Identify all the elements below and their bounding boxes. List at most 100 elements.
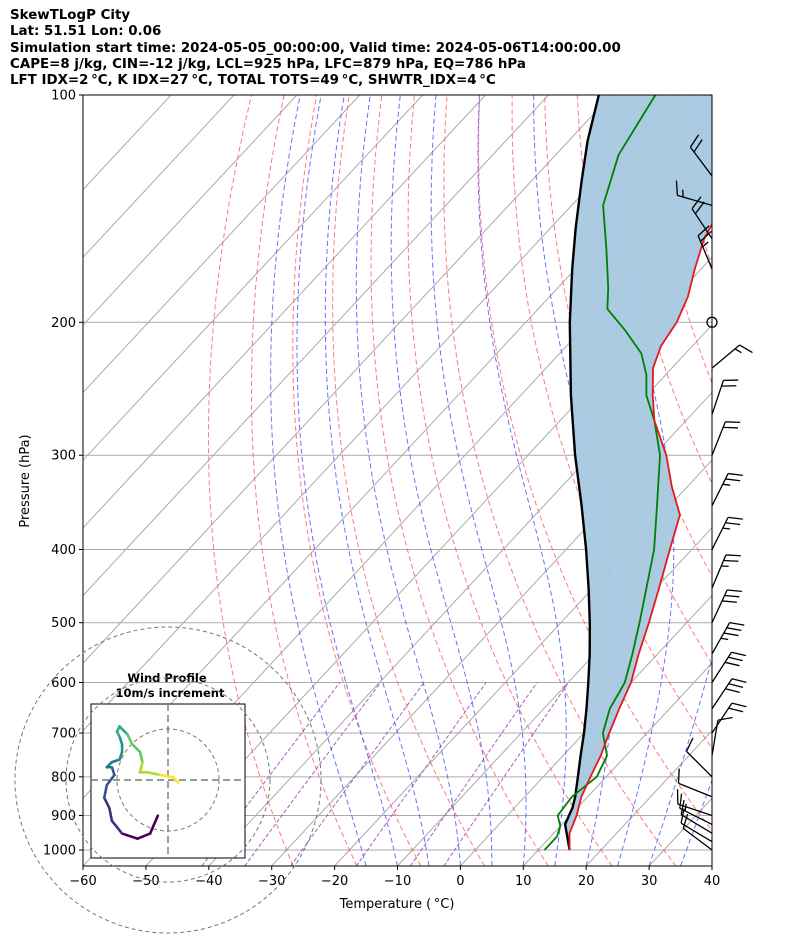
mixing-ratio-line [355,682,487,866]
hodograph-segment [136,832,152,840]
barb-flag [677,768,680,784]
mixing-ratio-line [409,682,538,866]
wind-barb [677,768,713,798]
barb-flag [724,661,740,667]
isotherm-line [83,95,423,461]
barb-half-flag [722,527,731,530]
hodograph-segment [110,819,124,835]
isotherm-line [83,95,298,326]
x-tick-label: −40 [195,874,222,889]
moist-adiabat [430,95,527,866]
barb-flag [689,134,700,148]
hodograph-ring [14,626,322,934]
y-tick-label: 700 [51,727,76,742]
barb-staff [711,651,733,683]
barb-flag [728,656,743,662]
wind-barb [689,134,713,177]
wind-barb [711,589,742,623]
temperature-line [568,222,712,851]
barb-half-flag [722,483,731,486]
moist-adiabat [477,95,567,866]
dry-adiabat [740,95,794,866]
y-axis-label: Pressure (hPa) [18,434,33,527]
barb-flag [731,651,747,657]
wind-barb [711,651,747,683]
hodograph-segment [102,783,109,800]
y-tick-label: 500 [51,616,76,631]
moist-adiabat [390,95,493,866]
hodograph-segment [110,758,121,764]
isotherm-line [83,95,361,394]
moist-adiabat [680,778,712,866]
barb-flag [685,737,694,752]
dry-adiabat [443,95,677,866]
wind-barb [711,516,743,550]
barb-staff [678,782,713,798]
chart-title-block: SkewTLogP City Lat: 51.51 Lon: 0.06 Simu… [10,8,621,89]
barb-flag [728,472,743,477]
y-tick-label: 100 [51,89,76,104]
isotherm-line [271,391,712,866]
barb-flag [675,180,679,196]
cape-shading [565,95,712,850]
hodograph-ring [65,677,271,883]
wind-barb [680,799,713,834]
hodograph-segment [138,760,144,774]
dry-adiabat [707,95,712,124]
moist-adiabat [296,95,398,866]
isotherm-line [145,256,712,866]
hodograph-segment [148,814,160,835]
barb-flag [729,621,745,626]
moist-adiabat [324,95,430,866]
y-tick-label: 300 [51,449,76,464]
y-tick-label: 1000 [43,844,76,859]
x-tick-label: 20 [578,874,595,889]
x-tick-label: −50 [132,874,159,889]
isotherm-line [83,95,675,732]
location-line: Lat: 51.51 Lon: 0.06 [10,24,162,40]
x-tick-label: 40 [704,874,721,889]
barb-staff [711,554,727,589]
x-axis-label: Temperature ( °C) [339,897,455,912]
dry-adiabat [609,95,712,485]
x-tick-label: 30 [641,874,658,889]
x-tick-label: 0 [456,874,464,889]
barb-flag [739,344,753,354]
index-line: LFT IDX=2 °C, K IDX=27 °C, TOTAL TOTS=49… [10,73,496,89]
y-tick-label: 600 [51,676,76,691]
barb-flag [679,793,683,809]
dry-adiabat [332,95,485,866]
barb-half-flag [734,348,742,354]
dry-adiabat [208,95,294,866]
wind-barb [711,716,733,756]
calm-wind-circle [706,316,718,328]
wind-barb [711,621,745,655]
hodograph-segment [118,725,129,736]
barb-flag [724,594,740,598]
isotherm-line [83,95,612,664]
barb-flag [731,678,747,684]
wind-barb [711,344,753,369]
hodograph-segment [131,742,142,754]
moist-adiabat [355,95,461,866]
hodograph-segment [102,796,111,810]
y-tick-label: 900 [51,809,76,824]
wind-barb [679,793,713,826]
cape-area [565,95,712,850]
dry-adiabat [773,95,794,866]
cape-line: CAPE=8 j/kg, CIN=-12 j/kg, LCL=925 hPa, … [10,56,526,72]
hodograph-segment [171,776,180,784]
moist-adiabat [648,95,712,866]
barb-flag [728,516,743,520]
mixing-ratio-line [244,682,381,866]
moist-adiabat [602,95,675,866]
dry-adiabat [511,95,712,750]
hodograph-subtitle: 10m/s increment [116,686,225,700]
time-line: Simulation start time: 2024-05-05_00:00:… [10,40,621,56]
barb-staff [677,803,713,817]
barb-flag [680,799,685,815]
isotherm-line [208,324,712,866]
barb-staff [691,208,713,240]
y-tick-label: 200 [51,316,76,331]
